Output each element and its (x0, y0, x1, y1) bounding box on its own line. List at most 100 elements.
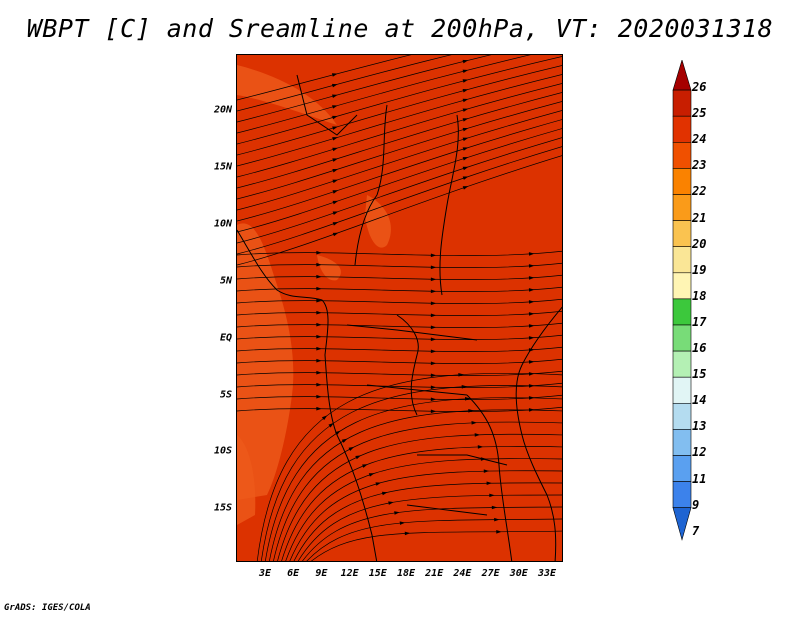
streamline-arrow (331, 83, 338, 88)
lon-label-18e: 18E (396, 568, 416, 579)
streamline (237, 334, 562, 340)
streamline (237, 358, 562, 364)
streamline (237, 298, 562, 304)
streamline-arrow (316, 262, 322, 267)
streamline-arrow (316, 382, 322, 387)
streamline (237, 394, 562, 400)
border-line (366, 384, 468, 396)
streamline (237, 55, 452, 112)
streamline-arrow (528, 288, 535, 292)
lon-label-33e: 33E (537, 568, 557, 579)
streamline-arrow (468, 409, 474, 413)
streamline-arrow (328, 422, 334, 428)
streamline-arrow (430, 409, 437, 414)
warm-patch (365, 195, 391, 248)
streamline-arrow (462, 176, 469, 180)
streamline-arrow (486, 481, 493, 486)
lon-label-12e: 12E (340, 568, 359, 579)
streamline-arrow (528, 336, 535, 340)
streamline-arrow (462, 147, 469, 151)
streamline-arrow (528, 300, 535, 304)
lon-label-9e: 9E (315, 568, 328, 579)
warm-patch (317, 255, 341, 281)
streamline-arrow (331, 73, 338, 77)
streamline-arrow (332, 94, 338, 99)
streamline-arrow (332, 105, 338, 109)
streamline-arrow (483, 469, 490, 473)
streamline-arrow (464, 397, 471, 401)
lat-label-5n: 5N (219, 275, 232, 287)
streamline-arrow (375, 482, 382, 486)
colorbar-swatch-16 (672, 324, 692, 352)
colorbar-label-13: 13 (692, 419, 707, 434)
streamline-arrow (528, 252, 535, 256)
colorbar-swatch-11 (672, 455, 692, 482)
chart-title: WBPT [C] and Sreamline at 200hPa, VT: 20… (26, 14, 774, 43)
streamline-arrow (462, 127, 469, 132)
streamline (237, 74, 562, 167)
streamline-arrow (528, 276, 535, 280)
streamline (237, 322, 562, 328)
colorbar-swatch-18 (672, 272, 692, 300)
colorbar-swatch-25 (672, 89, 692, 117)
colorbar-label-17: 17 (692, 314, 707, 329)
colorbar-label-23: 23 (692, 158, 707, 173)
map-panel[interactable] (236, 54, 563, 562)
streamline-arrow (430, 253, 437, 258)
streamline-arrow (332, 190, 339, 194)
streamline-arrow (316, 358, 322, 363)
streamline-arrow (430, 313, 437, 318)
streamline-arrow (430, 325, 437, 330)
lon-label-21e: 21E (425, 568, 444, 579)
colorbar-swatch-22 (672, 168, 692, 195)
colorbar-label-26: 26 (692, 80, 707, 94)
border-line (417, 454, 508, 466)
streamline-arrow (348, 446, 355, 451)
streamline-arrow (462, 186, 469, 190)
colorbar-label-19: 19 (692, 262, 707, 277)
streamline (265, 397, 562, 561)
lat-label-20n: 20N (213, 104, 232, 116)
coastlines-borders (237, 74, 562, 561)
streamline (237, 83, 562, 178)
streamline-arrow (332, 200, 339, 205)
streamline (237, 155, 562, 266)
streamline-arrow (430, 289, 437, 294)
streamline-arrow (528, 324, 535, 328)
streamline-arrow (381, 491, 388, 496)
streamline-arrow (462, 157, 469, 161)
streamline-arrow (316, 370, 322, 375)
lon-label-15e: 15E (368, 568, 387, 579)
lon-label-24e: 24E (453, 568, 472, 579)
streamline (297, 494, 562, 561)
border-line (466, 394, 513, 561)
colorbar-swatch-24 (672, 115, 692, 143)
streamline-arrow (430, 361, 437, 366)
streamline-arrow (496, 529, 502, 534)
lat-label-15s: 15S (213, 502, 232, 514)
streamline (237, 310, 562, 316)
streamline (260, 385, 562, 561)
streamline-arrow (462, 89, 469, 93)
streamlines (237, 55, 562, 561)
streamline (237, 274, 562, 280)
streamline-arrow (430, 397, 437, 402)
lat-label-15n: 15N (213, 161, 232, 173)
colorbar-label-25: 25 (692, 106, 707, 121)
streamline-arrow (332, 232, 339, 237)
colorbar-label-14: 14 (692, 393, 707, 408)
streamline-arrow (316, 274, 322, 279)
streamline-arrow (332, 147, 338, 152)
warm-patch (237, 435, 256, 525)
streamline (302, 506, 562, 561)
border-line (296, 74, 358, 136)
streamline-arrow (461, 385, 468, 389)
streamline (237, 137, 562, 244)
streamline (237, 370, 562, 376)
streamline (237, 286, 562, 292)
streamline-arrow (332, 115, 338, 120)
border-line (346, 324, 478, 341)
streamline (237, 250, 562, 256)
colorbar-swatch-17 (672, 298, 692, 326)
streamline-arrow (332, 137, 338, 141)
